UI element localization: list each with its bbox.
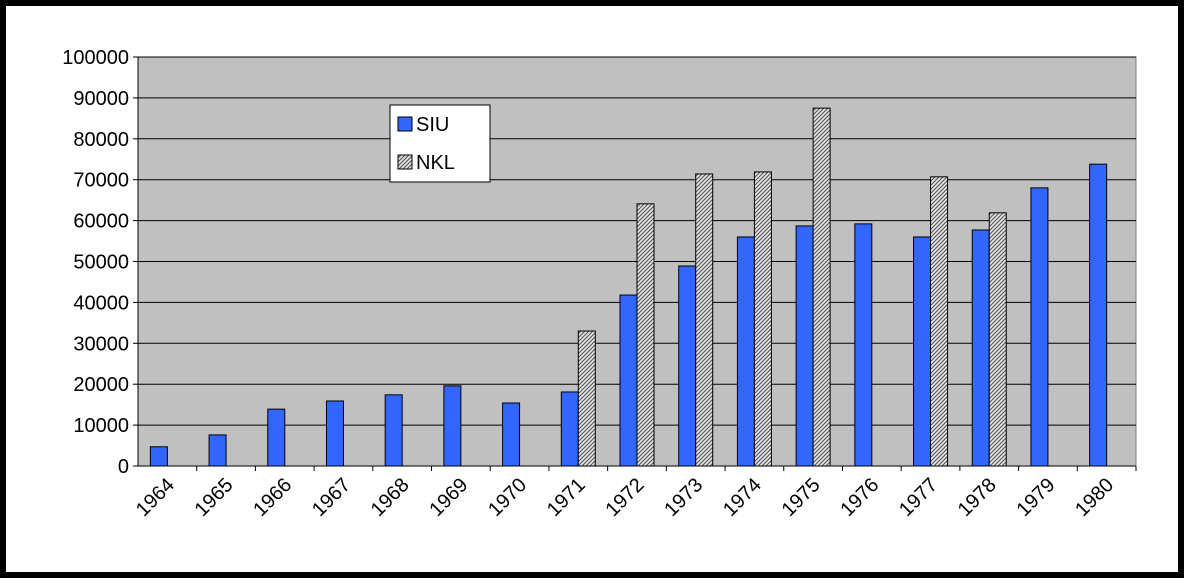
bar — [854, 223, 873, 467]
bar — [149, 446, 168, 467]
bar — [753, 171, 772, 467]
bar — [1089, 163, 1108, 467]
y-tick-label: 10000 — [73, 415, 129, 437]
bar — [636, 203, 655, 467]
y-tick-label: 0 — [118, 456, 129, 478]
y-tick-label: 90000 — [73, 88, 129, 110]
bar — [560, 391, 579, 467]
legend-label: SIU — [416, 114, 449, 136]
bar — [443, 385, 462, 467]
y-tick-label: 50000 — [73, 252, 129, 274]
y-tick-label: 70000 — [73, 170, 129, 192]
bar — [930, 176, 949, 467]
bar — [988, 212, 1007, 467]
bar — [267, 408, 286, 467]
bar — [577, 330, 596, 467]
legend-swatch — [397, 154, 413, 170]
y-tick-label: 60000 — [73, 211, 129, 233]
bar — [736, 236, 755, 467]
bar — [795, 225, 814, 467]
legend-swatch — [397, 116, 413, 132]
bar — [678, 265, 697, 467]
bar — [384, 394, 403, 467]
y-tick-label: 40000 — [73, 292, 129, 314]
bar — [502, 402, 521, 467]
y-tick-label: 30000 — [73, 333, 129, 355]
y-tick-label: 80000 — [73, 129, 129, 151]
bar — [325, 400, 344, 467]
y-tick-label: 100000 — [62, 47, 129, 69]
bar — [1030, 187, 1049, 467]
bar — [619, 294, 638, 467]
legend-label: NKL — [416, 152, 455, 174]
bar — [913, 236, 932, 467]
bar — [971, 229, 990, 467]
bar — [208, 434, 227, 467]
bar — [812, 107, 831, 467]
bar — [695, 173, 714, 467]
y-tick-label: 20000 — [73, 374, 129, 396]
